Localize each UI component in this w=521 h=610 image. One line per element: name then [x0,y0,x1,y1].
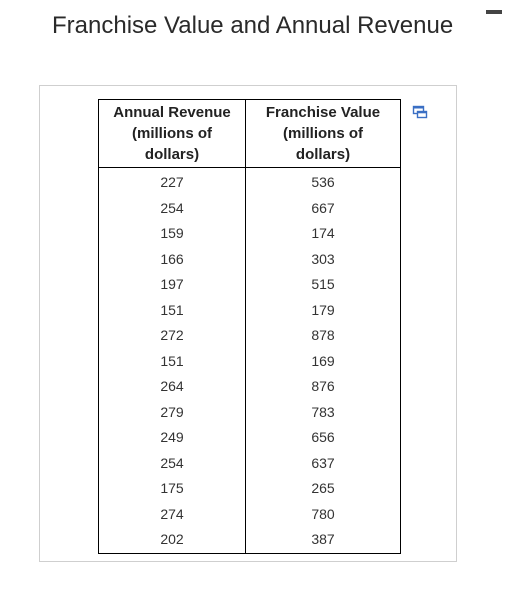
page-title: Franchise Value and Annual Revenue [52,12,454,39]
table-row: 151 179 [98,297,401,323]
copy-icon[interactable] [412,104,428,120]
annual-revenue-cell: 159 [98,221,246,247]
table-row: 166 303 [98,246,401,272]
franchise-value-cell: 780 [311,505,335,522]
annual-revenue-cell: 249 [98,425,246,451]
annual-revenue-cell: 272 [98,323,246,349]
annual-revenue-cell: 202 [98,527,246,553]
table-row: 254 637 [98,450,401,476]
franchise-value-cell: 515 [311,276,335,292]
franchise-value-cell: 656 [311,429,335,445]
header-line: dollars) [295,146,351,163]
data-panel: Annual Revenue (millions of dollars) Fra… [39,85,457,562]
data-table: Annual Revenue (millions of dollars) Fra… [98,99,401,554]
header-line: (millions of [132,125,212,142]
franchise-value-cell: 169 [311,352,335,369]
annual-revenue-cell: 175 [98,476,246,502]
header-line: Franchise Value [265,104,381,121]
table-row: 249 656 [98,425,401,451]
header-line: (millions of [283,125,363,142]
franchise-value-cell: 536 [311,174,335,190]
table-row: 202 387 [98,527,401,553]
table-row: 151 169 [98,348,401,374]
franchise-value-cell: 637 [311,454,335,471]
annual-revenue-cell: 151 [98,348,246,374]
table-row: 197 515 [98,272,401,298]
annual-revenue-cell: 197 [98,272,246,298]
table-row: 274 780 [98,501,401,527]
franchise-value-cell: 783 [311,403,335,420]
annual-revenue-cell: 227 [98,167,246,196]
franchise-value-cell: 174 [311,225,335,241]
annual-revenue-cell: 151 [98,297,246,323]
table-row: 272 878 [98,323,401,349]
header-line: Annual Revenue [113,104,231,121]
header-franchise-value: Franchise Value (millions of dollars) [245,99,401,168]
franchise-value-cell: 387 [311,531,335,547]
table-row: 227 536 [98,167,401,196]
franchise-value-cell: 876 [311,378,335,394]
table-header-row: Annual Revenue (millions of dollars) Fra… [98,99,401,168]
table-row: 254 667 [98,195,401,221]
table-row: 175 265 [98,476,401,502]
franchise-value-cell: 179 [311,301,335,318]
franchise-value-cell: 878 [311,327,335,343]
annual-revenue-cell: 166 [98,246,246,272]
minimize-icon[interactable] [486,10,502,14]
franchise-value-cell: 265 [311,480,335,496]
annual-revenue-cell: 264 [98,374,246,400]
header-line: dollars) [144,146,200,163]
annual-revenue-cell: 279 [98,399,246,425]
table-row: 264 876 [98,374,401,400]
annual-revenue-cell: 254 [98,195,246,221]
annual-revenue-cell: 274 [98,501,246,527]
franchise-value-cell: 667 [311,199,335,216]
annual-revenue-cell: 254 [98,450,246,476]
table-row: 279 783 [98,399,401,425]
header-annual-revenue: Annual Revenue (millions of dollars) [98,99,246,168]
table-row: 159 174 [98,221,401,247]
franchise-value-cell: 303 [311,250,335,267]
